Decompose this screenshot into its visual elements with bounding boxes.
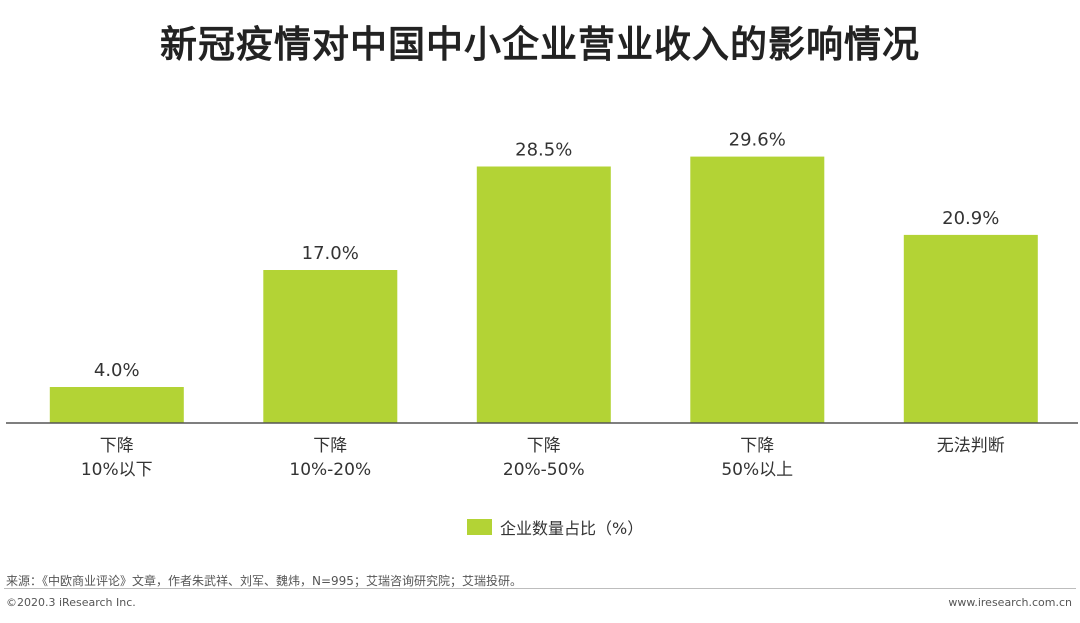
source-note: 来源：《中欧商业评论》文章，作者朱武祥、刘军、魏炜，N=995；艾瑞咨询研究院；… — [6, 574, 522, 588]
bar-0 — [49, 387, 184, 423]
legend-swatch — [467, 519, 492, 535]
category-label-1-line-0: 下降 — [313, 436, 347, 456]
category-label-0-line-1: 10%以下 — [81, 460, 153, 480]
data-label-1: 17.0% — [302, 243, 359, 264]
bar-4 — [903, 234, 1038, 423]
bar-2 — [476, 166, 611, 423]
category-label-1-line-1: 10%-20% — [289, 460, 371, 480]
footer-divider — [4, 588, 1076, 589]
data-label-0: 4.0% — [94, 360, 140, 381]
category-label-3-line-1: 50%以上 — [721, 460, 793, 480]
bar-1 — [263, 270, 398, 423]
bars-layer — [49, 156, 1038, 423]
category-label-0-line-0: 下降 — [100, 436, 134, 456]
data-label-2: 28.5% — [515, 140, 572, 161]
category-label-3-line-0: 下降 — [740, 436, 774, 456]
category-label-2-line-1: 20%-50% — [503, 460, 585, 480]
footer-website: www.iresearch.com.cn — [948, 596, 1072, 609]
labels-layer: 4.0% 下降 10%以下 17.0% 下降 10%-20% 28.5% 下降 20%-50% 2… — [81, 130, 1005, 480]
category-label-4-line-0: 无法判断 — [937, 436, 1005, 456]
data-label-4: 20.9% — [942, 208, 999, 229]
chart-legend: 企业数量占比（%） — [467, 516, 643, 538]
data-label-3: 29.6% — [729, 130, 786, 151]
category-label-2-line-0: 下降 — [527, 436, 561, 456]
bar-3 — [690, 156, 825, 423]
chart-title: 新冠疫情对中国中小企业营业收入的影响情况 — [160, 23, 920, 66]
legend-label: 企业数量占比（%） — [500, 519, 644, 538]
footer-copyright: ©2020.3 iResearch Inc. — [6, 596, 136, 609]
